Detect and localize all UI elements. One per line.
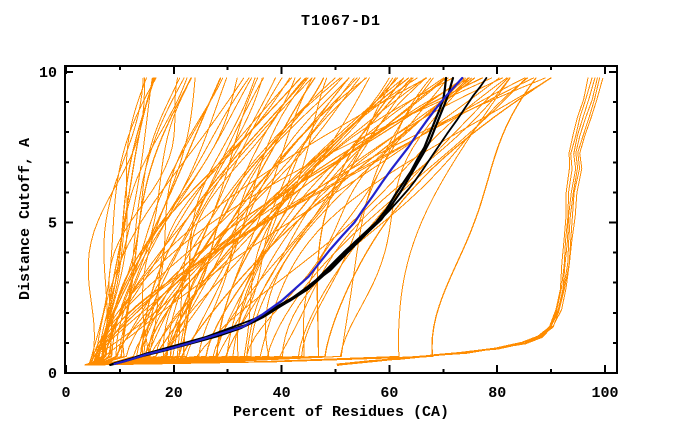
y-tick-labels: 0 5 10 <box>39 65 57 383</box>
axis-ticks <box>65 66 617 374</box>
highlighted-model-curves <box>109 76 488 366</box>
x-tick-label: 20 <box>165 385 183 402</box>
x-tick-label: 100 <box>591 385 618 402</box>
x-tick-label: 40 <box>273 385 291 402</box>
blue-model-curve <box>113 76 464 366</box>
right-outlier-curves <box>336 77 604 366</box>
y-tick-label: 5 <box>48 216 57 233</box>
chart-title: T1067-D1 <box>300 13 381 30</box>
plot-frame <box>64 65 618 374</box>
x-tick-labels: 0 20 40 60 80 100 <box>61 385 618 402</box>
x-tick-label: 0 <box>61 385 70 402</box>
orange-model-curves <box>84 77 552 366</box>
y-axis-label: Distance Cutoff, A <box>17 137 34 301</box>
y-tick-label: 10 <box>39 65 57 82</box>
x-tick-label: 60 <box>380 385 398 402</box>
y-tick-label: 0 <box>48 366 57 383</box>
x-axis-label: Percent of Residues (CA) <box>232 404 450 421</box>
black-model-3-curve <box>113 77 488 364</box>
x-tick-label: 80 <box>488 385 506 402</box>
